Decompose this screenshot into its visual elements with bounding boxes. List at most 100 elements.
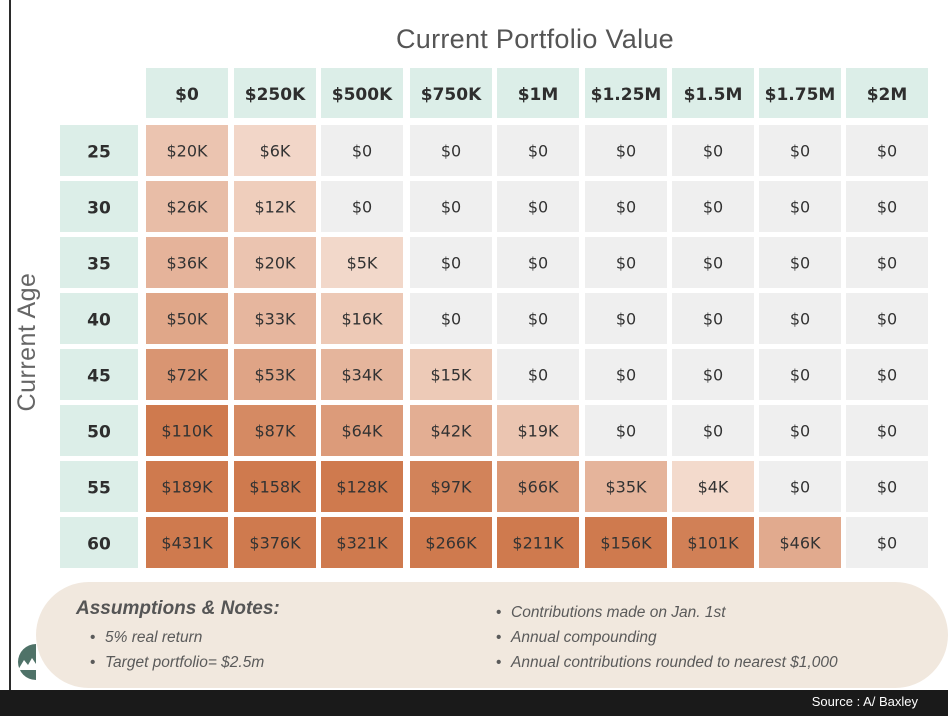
heatmap-cell-label: $5K — [347, 254, 378, 273]
heatmap-cell-label: $0 — [790, 142, 810, 161]
heatmap-cell — [672, 517, 754, 568]
notes-left-list: 5% real return Target portfolio= $2.5m — [90, 625, 264, 675]
note-item: Target portfolio= $2.5m — [90, 650, 264, 675]
heatmap-cell-label: $20K — [166, 142, 208, 161]
heatmap-cell — [497, 293, 579, 344]
heatmap-cell-label: $0 — [352, 142, 372, 161]
heatmap-cell-label: $53K — [254, 366, 296, 385]
heatmap-cell-label: $0 — [790, 198, 810, 217]
heatmap-cell-label: $0 — [528, 310, 548, 329]
heatmap-cell — [759, 349, 841, 400]
heatmap-cell-label: $64K — [341, 422, 383, 441]
heatmap-cell — [410, 517, 492, 568]
heatmap-cell-label: $211K — [512, 534, 564, 553]
column-header-label: $1.5M — [684, 85, 743, 105]
heatmap-cell-label: $4K — [698, 478, 729, 497]
column-axis-title: Current Portfolio Value — [395, 24, 675, 54]
column-header-label: $500K — [332, 85, 393, 105]
heatmap-cell — [321, 181, 403, 232]
heatmap-cell — [321, 125, 403, 176]
heatmap-cell-label: $0 — [790, 478, 810, 497]
heatmap-cell — [410, 181, 492, 232]
heatmap-cell — [234, 125, 316, 176]
heatmap-cell-label: $0 — [877, 254, 897, 273]
note-item: 5% real return — [90, 625, 264, 650]
heatmap-cell — [146, 293, 228, 344]
heatmap-cell-label: $0 — [703, 366, 723, 385]
column-header-cell — [672, 68, 754, 118]
row-header-label: 25 — [87, 143, 111, 163]
heatmap-cell-label: $156K — [600, 534, 652, 553]
row-header-cell — [60, 181, 138, 232]
heatmap-cell — [146, 181, 228, 232]
heatmap-cell — [321, 349, 403, 400]
heatmap-cell — [846, 405, 928, 456]
row-header-label: 40 — [87, 311, 111, 331]
heatmap-cell — [234, 181, 316, 232]
heatmap-cell — [497, 461, 579, 512]
heatmap-cell-label: $158K — [249, 478, 301, 497]
heatmap-cell — [497, 405, 579, 456]
heatmap-cell — [846, 125, 928, 176]
heatmap-cell — [497, 181, 579, 232]
heatmap-cell-label: $42K — [430, 422, 472, 441]
heatmap-cell-label: $0 — [790, 366, 810, 385]
heatmap-cell-label: $128K — [336, 478, 388, 497]
heatmap-cell-label: $35K — [605, 478, 647, 497]
heatmap-cell-label: $101K — [687, 534, 739, 553]
heatmap-cell — [585, 125, 667, 176]
column-header-label: $2M — [867, 85, 908, 105]
heatmap-cell — [759, 125, 841, 176]
column-header-label: $0 — [175, 85, 199, 105]
heatmap-cell — [234, 405, 316, 456]
column-header-cell — [759, 68, 841, 118]
column-header-label: $1.25M — [591, 85, 662, 105]
heatmap-cell — [585, 349, 667, 400]
heatmap-cell — [410, 237, 492, 288]
heatmap-cell-label: $6K — [260, 142, 291, 161]
heatmap-cell-label: $110K — [161, 422, 213, 441]
heatmap-cell — [585, 461, 667, 512]
heatmap-cell-label: $0 — [790, 310, 810, 329]
column-header-label: $1.75M — [765, 85, 836, 105]
column-header-cell — [321, 68, 403, 118]
column-header-cell — [497, 68, 579, 118]
note-item: Contributions made on Jan. 1st — [496, 600, 838, 625]
heatmap-cell-label: $0 — [616, 310, 636, 329]
heatmap-cell — [321, 237, 403, 288]
heatmap-cell-label: $33K — [254, 310, 296, 329]
row-header-cell — [60, 237, 138, 288]
heatmap-cell — [321, 461, 403, 512]
heatmap-cell-label: $0 — [877, 422, 897, 441]
heatmap-cell-label: $0 — [877, 142, 897, 161]
heatmap-cell — [321, 293, 403, 344]
heatmap-cell — [321, 517, 403, 568]
row-header-cell — [60, 125, 138, 176]
heatmap-cell-label: $0 — [703, 310, 723, 329]
heatmap-cell-label: $0 — [877, 534, 897, 553]
heatmap-cell-label: $12K — [254, 198, 296, 217]
heatmap-cell-label: $19K — [517, 422, 559, 441]
heatmap-cell-label: $16K — [341, 310, 383, 329]
note-item: Annual contributions rounded to nearest … — [496, 650, 838, 675]
column-header-cell — [234, 68, 316, 118]
heatmap-cell — [585, 237, 667, 288]
heatmap-cell — [410, 349, 492, 400]
heatmap-cell-label: $0 — [616, 422, 636, 441]
heatmap-cell — [410, 293, 492, 344]
heatmap-cell — [759, 237, 841, 288]
column-header-cell — [410, 68, 492, 118]
heatmap-cell — [585, 405, 667, 456]
heatmap-chart: $0 $250K $500K $750K $1M $1.25M $1.5M $1.75M $2M… — [60, 68, 928, 568]
heatmap-cell-label: $0 — [877, 198, 897, 217]
column-header-label: $250K — [245, 85, 306, 105]
column-header-cell — [146, 68, 228, 118]
heatmap-cell — [410, 405, 492, 456]
heatmap-cell — [759, 405, 841, 456]
heatmap-cell-label: $66K — [517, 478, 559, 497]
column-header-cell — [585, 68, 667, 118]
heatmap-cell-label: $0 — [528, 254, 548, 273]
heatmap-cell-label: $0 — [703, 254, 723, 273]
heatmap-cell — [672, 181, 754, 232]
heatmap-cell-label: $36K — [166, 254, 208, 273]
